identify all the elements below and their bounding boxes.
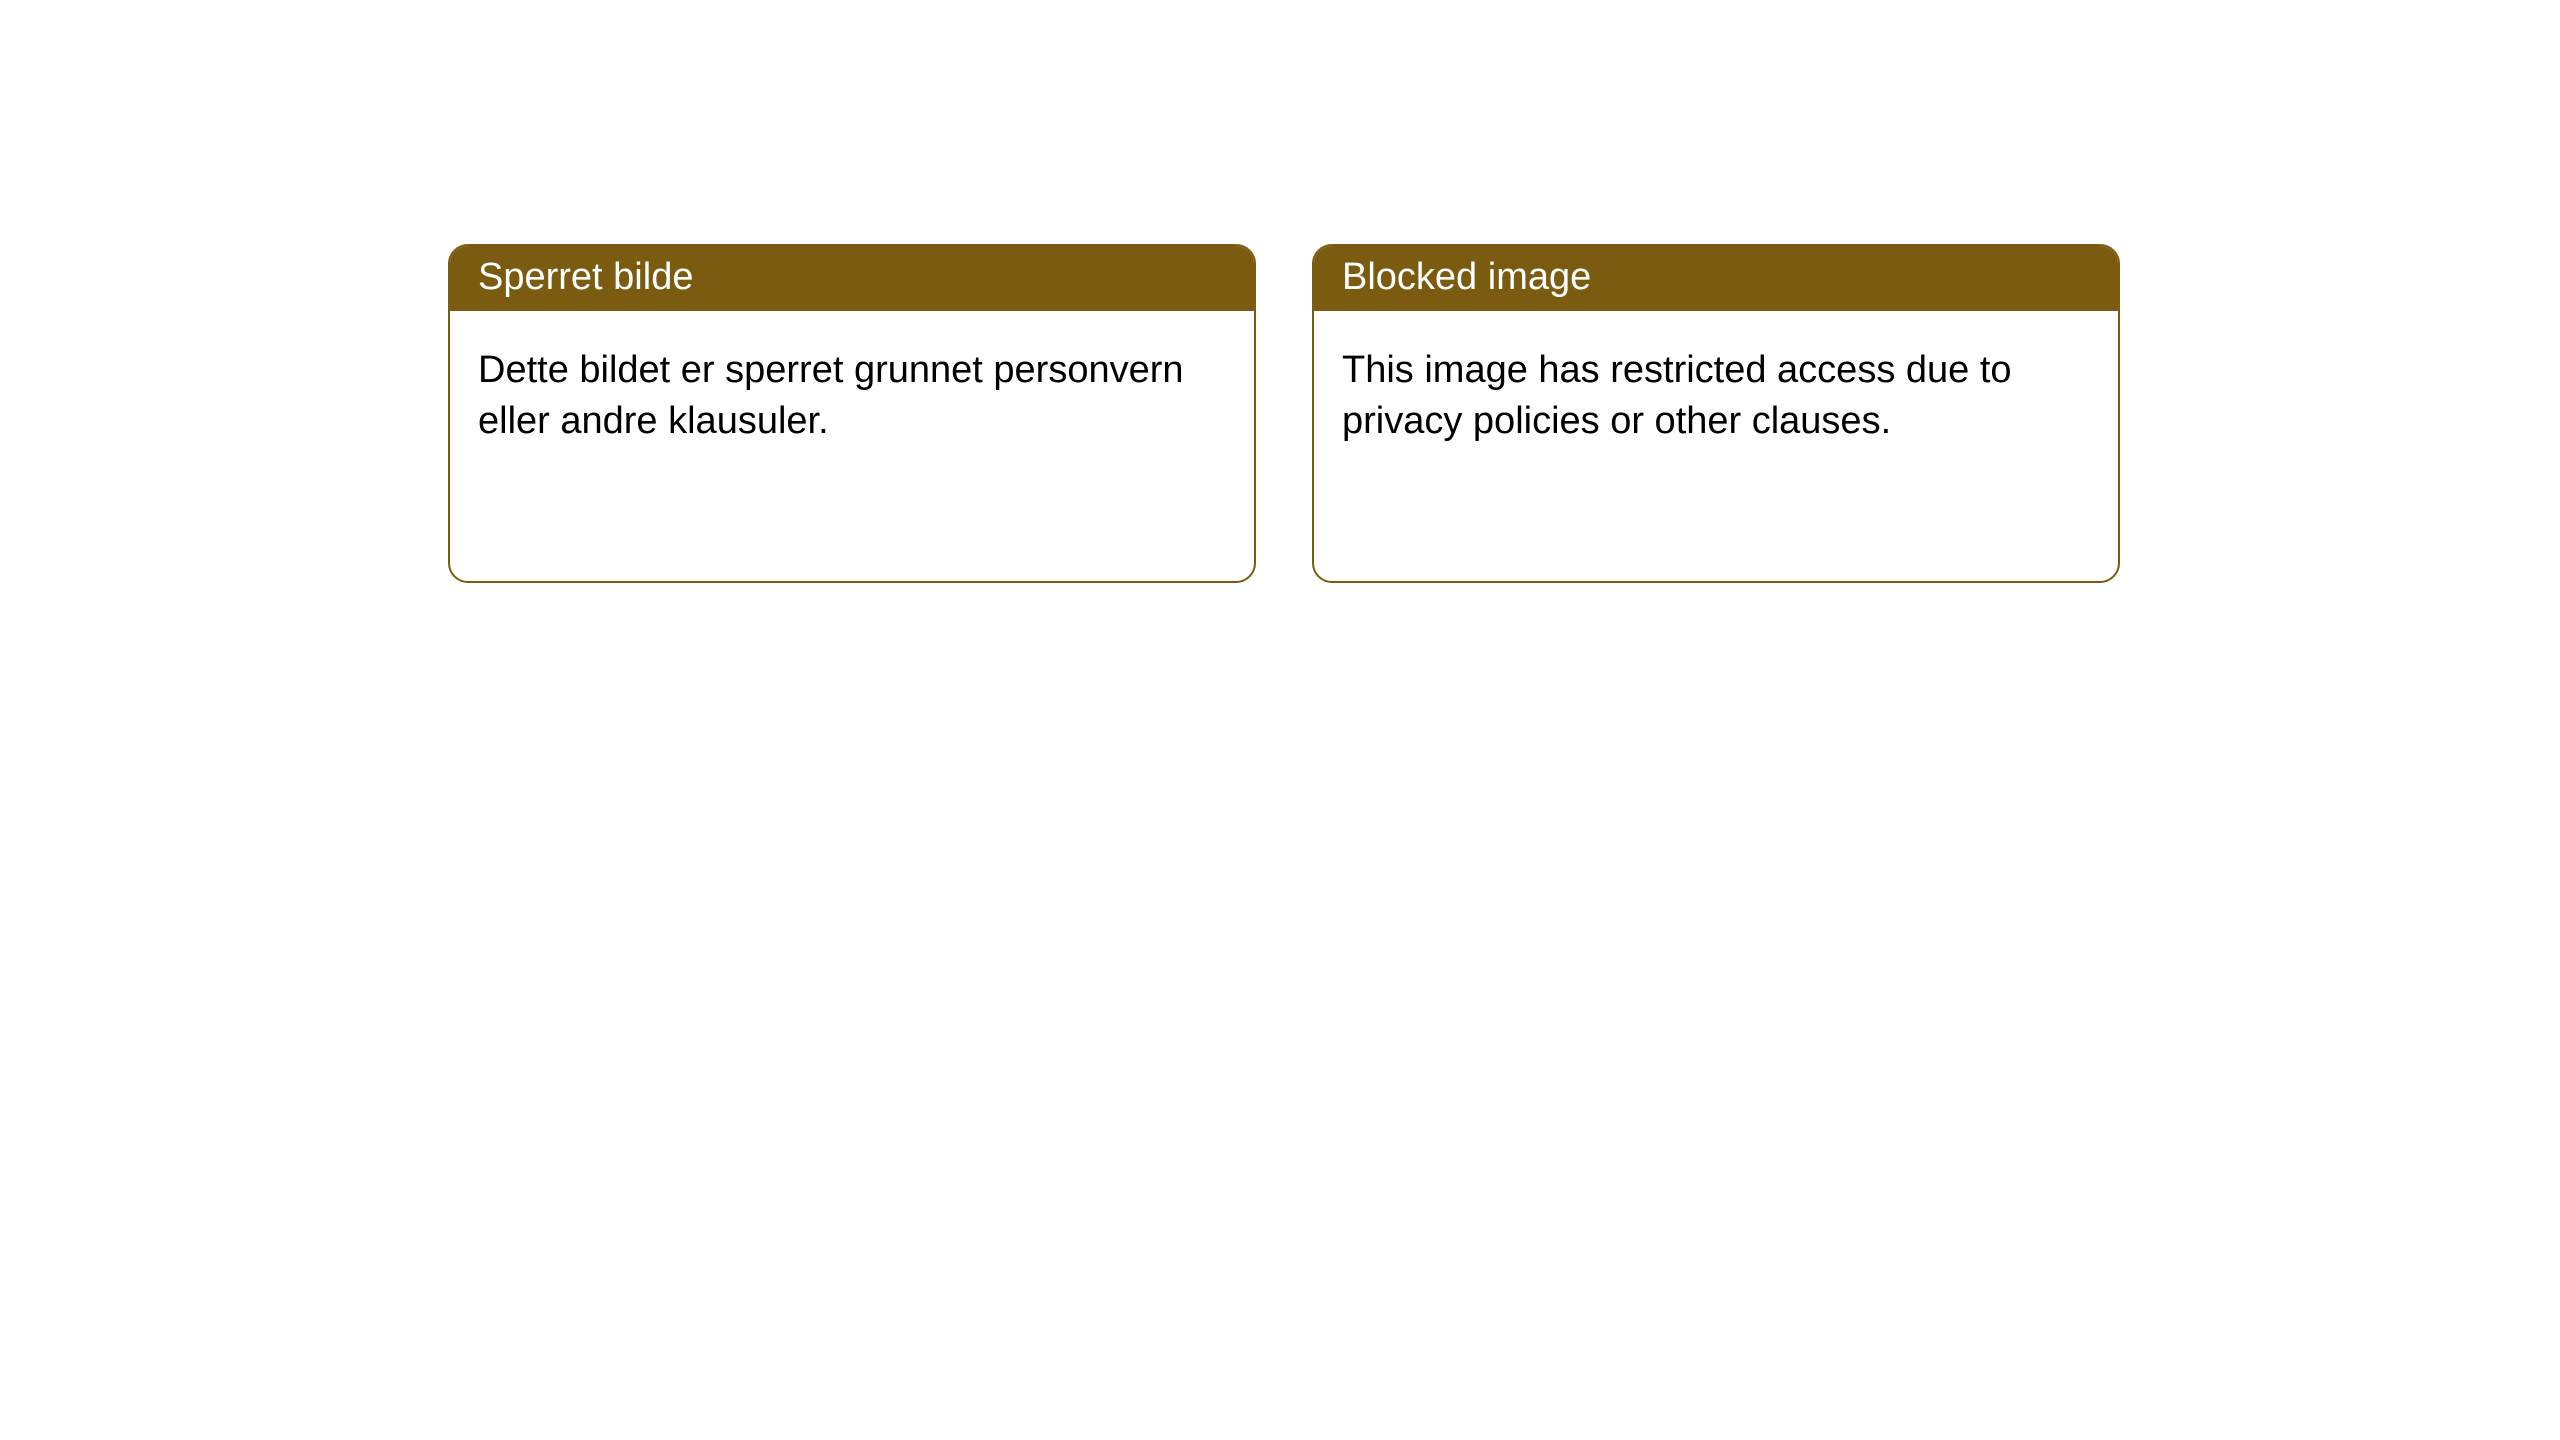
notice-card-english: Blocked image This image has restricted … [1312, 244, 2120, 583]
notice-card-norwegian: Sperret bilde Dette bildet er sperret gr… [448, 244, 1256, 583]
card-header: Blocked image [1314, 246, 2118, 311]
card-header: Sperret bilde [450, 246, 1254, 311]
card-title: Blocked image [1342, 256, 1591, 298]
card-body-text: Dette bildet er sperret grunnet personve… [478, 349, 1184, 442]
card-body-text: This image has restricted access due to … [1342, 349, 2012, 442]
card-title: Sperret bilde [478, 256, 693, 298]
card-body: Dette bildet er sperret grunnet personve… [450, 311, 1254, 581]
card-body: This image has restricted access due to … [1314, 311, 2118, 581]
notice-container: Sperret bilde Dette bildet er sperret gr… [0, 0, 2560, 583]
